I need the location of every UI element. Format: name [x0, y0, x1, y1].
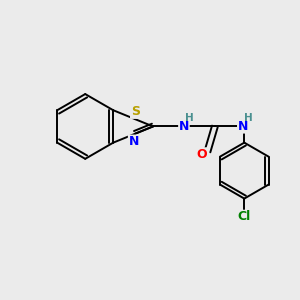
Text: N: N: [238, 120, 248, 133]
Text: H: H: [244, 113, 253, 123]
Text: Cl: Cl: [238, 210, 251, 223]
Text: N: N: [128, 135, 139, 148]
Text: N: N: [179, 120, 189, 133]
Text: O: O: [196, 148, 207, 161]
Text: H: H: [185, 113, 194, 123]
Text: S: S: [130, 105, 140, 118]
